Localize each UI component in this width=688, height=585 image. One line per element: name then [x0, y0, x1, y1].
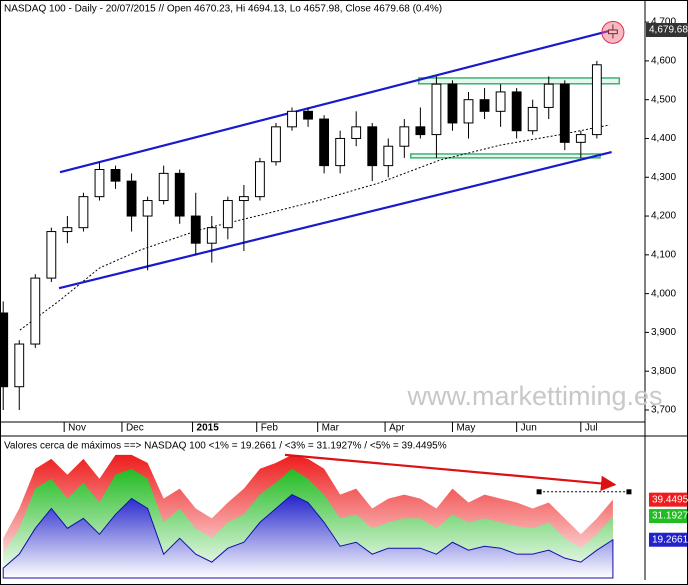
- value-label: 31.1927: [652, 511, 688, 522]
- candle-body: [527, 106, 538, 132]
- candle-body: [30, 277, 41, 345]
- y-tick-label: 4,500: [651, 94, 676, 105]
- candle-body: [174, 172, 185, 217]
- candle-body: [0, 312, 9, 388]
- zone: [409, 153, 601, 159]
- x-tick-label: Nov: [68, 423, 86, 434]
- y-tick-label: 4,100: [651, 249, 676, 260]
- last-price-box: [646, 22, 688, 37]
- candle-body: [46, 231, 57, 279]
- candle-body: [126, 180, 137, 217]
- line-end: [626, 489, 632, 495]
- candle-body: [495, 91, 506, 112]
- candle-body: [447, 83, 458, 124]
- y-tick-label: 4,200: [651, 211, 676, 222]
- value-box: [649, 509, 687, 524]
- candle-body: [607, 29, 618, 35]
- candle-body: [351, 126, 362, 139]
- candle-body: [319, 118, 330, 167]
- x-tick-label: Jun: [521, 423, 537, 434]
- y-tick-label: 4,600: [651, 56, 676, 67]
- candle-body: [110, 168, 121, 182]
- candle-body: [415, 126, 426, 136]
- watermark: www.markettiming.es: [406, 381, 662, 411]
- trend-line: [58, 150, 612, 290]
- y-tick-label: 4,700: [651, 17, 676, 28]
- candle-body: [255, 161, 265, 198]
- y-tick-label: 3,800: [651, 366, 676, 377]
- candle-body: [591, 64, 602, 136]
- candle-body: [543, 83, 554, 108]
- value-label: 19.2661: [652, 534, 688, 545]
- value-box: [649, 532, 687, 547]
- x-tick-label: 2015: [197, 423, 220, 434]
- candle-body: [62, 227, 73, 233]
- candle-body: [271, 126, 281, 163]
- candle-body: [190, 215, 201, 244]
- line-end: [536, 489, 542, 495]
- candle-body: [158, 172, 169, 202]
- x-tick-label: Jul: [585, 423, 598, 434]
- candle-body: [383, 145, 394, 167]
- panel-title: Valores cerca de máximos ==> NASDAQ 100 …: [4, 441, 447, 452]
- zone: [418, 77, 621, 85]
- x-tick-label: Feb: [261, 423, 279, 434]
- candle-body: [399, 126, 410, 147]
- candle-body: [78, 196, 89, 229]
- candle-body: [559, 83, 570, 143]
- y-tick-label: 4,400: [651, 133, 676, 144]
- trend-line: [284, 453, 617, 492]
- candle-body: [206, 227, 217, 244]
- candle-body: [94, 168, 105, 198]
- candle-body: [335, 137, 346, 167]
- candle-body: [575, 134, 586, 143]
- y-tick-label: 3,700: [651, 405, 676, 416]
- candle-body: [431, 83, 442, 136]
- candle-body: [142, 200, 153, 217]
- value-box: [649, 492, 687, 507]
- y-tick-label: 4,000: [651, 288, 676, 299]
- candle-body: [479, 99, 490, 112]
- candle-body: [463, 99, 474, 124]
- candle-body: [222, 200, 233, 229]
- y-tick-label: 3,900: [651, 327, 676, 338]
- x-tick-label: Dec: [126, 423, 144, 434]
- x-tick-label: Mar: [322, 423, 340, 434]
- last-price-label: 4,679.68: [649, 25, 688, 36]
- candle-body: [303, 110, 313, 120]
- dashed-line: [19, 124, 610, 331]
- candle-body: [511, 91, 522, 132]
- value-label: 39.4495: [652, 494, 688, 505]
- x-tick-label: May: [456, 423, 475, 434]
- area: [2, 493, 614, 579]
- y-tick-label: 4,300: [651, 172, 676, 183]
- candle-body: [238, 196, 249, 202]
- candle-body: [14, 343, 25, 388]
- candle-body: [287, 110, 297, 128]
- trend-line: [59, 29, 612, 174]
- chart-title: NASDAQ 100 - Daily - 20/07/2015 // Open …: [4, 4, 442, 15]
- x-tick-label: Apr: [389, 423, 405, 434]
- candle-body: [367, 126, 378, 167]
- highlight-circle: [601, 20, 625, 44]
